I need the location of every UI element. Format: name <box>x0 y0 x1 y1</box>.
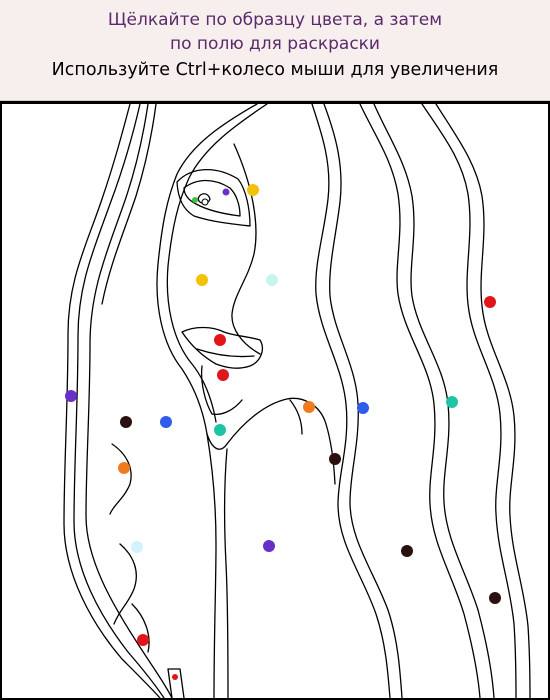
color-dot[interactable] <box>217 369 229 381</box>
color-dot[interactable] <box>214 334 226 346</box>
color-dot[interactable] <box>196 274 208 286</box>
color-dot[interactable] <box>65 390 77 402</box>
coloring-drawing[interactable] <box>2 104 548 698</box>
zoom-hint: Используйте Ctrl+колесо мыши для увеличе… <box>51 60 499 80</box>
hair-strand-outline[interactable] <box>85 104 173 698</box>
lips-outline[interactable] <box>181 326 264 369</box>
neck-outline[interactable] <box>206 433 217 698</box>
color-dot[interactable] <box>120 416 132 428</box>
hair-wave-outline[interactable] <box>359 104 481 698</box>
color-dot[interactable] <box>118 462 130 474</box>
color-dot[interactable] <box>214 424 226 436</box>
eye-outline[interactable] <box>176 168 251 227</box>
eye-highlight <box>201 198 209 206</box>
color-dot[interactable] <box>401 545 413 557</box>
hair-strand-outline[interactable] <box>289 399 303 435</box>
hair-wave-outline[interactable] <box>421 104 517 698</box>
face-outline[interactable] <box>166 104 268 423</box>
color-dot[interactable] <box>489 592 501 604</box>
color-dot[interactable] <box>222 188 230 196</box>
lips-outline[interactable] <box>196 348 255 358</box>
color-dot[interactable] <box>266 274 278 286</box>
instruction-line-1: Щёлкайте по образцу цвета, а затем <box>107 10 443 30</box>
color-dot[interactable] <box>247 184 259 196</box>
color-dot[interactable] <box>357 402 369 414</box>
hair-strand-outline[interactable] <box>63 104 161 698</box>
hair-strand-outline[interactable] <box>73 104 165 698</box>
eye-iris[interactable] <box>197 193 211 205</box>
color-dot[interactable] <box>484 296 496 308</box>
instruction-line-2: по полю для раскраски <box>170 34 380 54</box>
neck-outline[interactable] <box>223 448 229 698</box>
color-dot[interactable] <box>329 453 341 465</box>
hair-strand-outline[interactable] <box>101 104 157 305</box>
color-dot[interactable] <box>131 541 143 553</box>
face-outline[interactable] <box>156 104 336 485</box>
color-dot[interactable] <box>446 396 458 408</box>
hair-wave-outline[interactable] <box>323 104 403 698</box>
nose-outline[interactable] <box>231 143 261 355</box>
curl-outline[interactable] <box>131 603 150 653</box>
color-dot[interactable] <box>137 634 149 646</box>
hair-wave-outline[interactable] <box>311 104 391 698</box>
color-dot[interactable] <box>303 401 315 413</box>
color-dot[interactable] <box>192 197 198 203</box>
color-dot[interactable] <box>160 416 172 428</box>
hair-tip-outline[interactable] <box>167 668 185 698</box>
instructions-panel: Щёлкайте по образцу цвета, а затем по по… <box>0 0 550 101</box>
color-dot[interactable] <box>263 540 275 552</box>
eye-outline[interactable] <box>183 179 241 217</box>
coloring-canvas[interactable] <box>2 104 548 698</box>
hair-wave-outline[interactable] <box>435 104 531 698</box>
curl-outline[interactable] <box>109 443 132 515</box>
curl-outline[interactable] <box>113 543 137 625</box>
color-dot[interactable] <box>172 674 178 680</box>
chin-outline[interactable] <box>200 365 243 416</box>
